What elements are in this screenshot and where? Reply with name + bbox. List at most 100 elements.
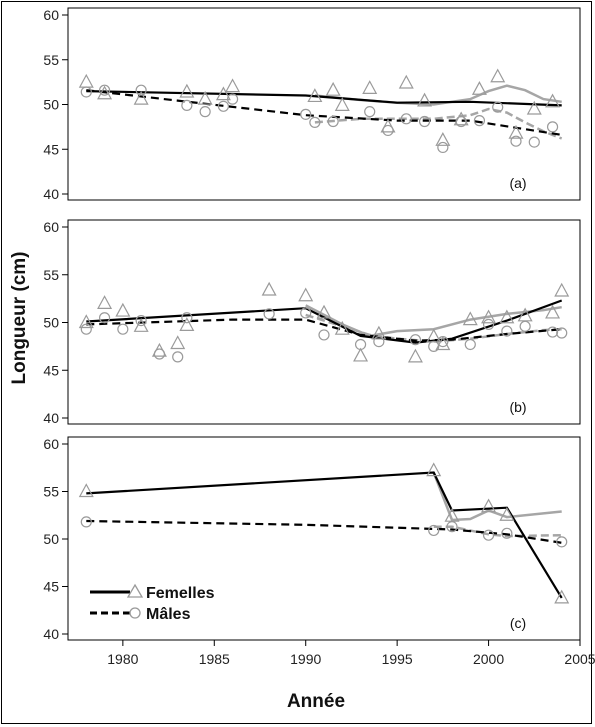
female-point [334,320,350,335]
male-point [80,86,92,98]
y-tick-label: 40 [43,410,59,426]
male-point [428,524,440,537]
male-point [464,338,476,351]
female-point [554,282,570,297]
panel-2: 40 45 50 55 60 (b) [43,219,581,426]
male-point [226,93,239,105]
female-point [481,498,497,513]
male-point [373,336,385,348]
male-point [556,327,568,339]
female-point [334,97,350,111]
male-point [418,115,431,128]
female-point [435,132,451,146]
females-smooth-line [432,472,562,522]
female-point [462,311,478,326]
y-tick-label: 60 [43,219,59,235]
female-point [298,287,314,302]
legend-female-label: Femelles [146,585,215,602]
x-tick-label: 1980 [107,651,138,667]
male-point [546,326,559,338]
female-point [179,83,195,98]
male-point [473,115,486,127]
female-point [133,318,149,332]
female-point [481,309,497,324]
male-point [437,336,449,348]
male-point [400,113,412,125]
males-smooth-line [314,107,563,140]
male-point [437,141,449,154]
x-tick-label: 2005 [564,651,595,667]
female-point [78,73,94,88]
female-point [426,462,442,477]
y-tick-label: 45 [43,579,59,595]
female-point [407,348,423,363]
x-axis-label: Année [287,691,345,712]
panel-box [67,436,581,641]
y-tick-label: 40 [43,186,59,202]
male-point [181,99,193,111]
male-point [318,329,330,341]
male-point [117,323,129,335]
males-trend-line [86,89,562,136]
female-point [554,589,570,604]
male-point [135,84,147,96]
y-tick-label: 40 [43,626,59,642]
legend-male-marker-icon [129,607,141,619]
male-point [492,101,504,113]
male-point [364,106,376,118]
x-tick-label: 1990 [290,651,321,667]
female-point [353,347,369,362]
male-point [546,121,559,133]
male-point [354,338,367,351]
panels-group: 40 45 50 55 60 (a) 40 45 50 55 60 (b) 40 45 50 55 60 (c) [43,7,581,642]
y-tick-label: 50 [43,97,59,113]
male-point [382,124,394,137]
panel-tag-label: (c) [510,615,526,631]
female-point [97,295,113,309]
male-point [263,308,275,320]
female-point [453,111,469,126]
female-point [545,304,561,319]
male-point [98,312,111,324]
female-point [545,93,561,108]
male-point [300,307,312,319]
males-smooth-line [433,525,562,538]
y-tick-label: 45 [43,141,59,157]
y-tick-label: 55 [43,52,59,68]
male-point [428,340,440,352]
y-tick-label: 50 [43,531,59,547]
y-tick-label: 55 [43,267,59,283]
female-point [307,88,323,103]
y-tick-label: 60 [43,7,59,23]
male-point [80,516,92,528]
male-point [528,136,540,148]
y-tick-label: 45 [43,362,59,378]
female-point [380,118,396,133]
x-tick-label: 1985 [199,651,230,667]
female-point [417,92,433,107]
male-point [135,314,147,327]
female-point [508,124,524,139]
male-point [510,135,522,147]
panel-tag-label: (b) [509,399,526,415]
male-point [217,100,230,112]
male-point [98,84,111,96]
x-tick-label: 1995 [382,651,413,667]
female-point [490,68,506,83]
male-point [409,334,422,346]
female-point [215,86,231,101]
x-tick-label: 2000 [473,651,504,667]
y-tick-label: 60 [43,436,59,452]
female-point [471,81,487,95]
female-point [197,90,213,105]
female-point [499,506,515,521]
y-tick-label: 55 [43,484,59,500]
male-point [300,108,312,120]
female-point [371,325,387,340]
male-point [501,325,513,337]
female-point [398,74,414,89]
y-axis-label: Longueur (cm) [9,252,30,385]
female-point [97,85,113,100]
x-axis: 1980 1985 1990 1995 2000 2005 [107,640,595,667]
male-point [153,348,166,360]
